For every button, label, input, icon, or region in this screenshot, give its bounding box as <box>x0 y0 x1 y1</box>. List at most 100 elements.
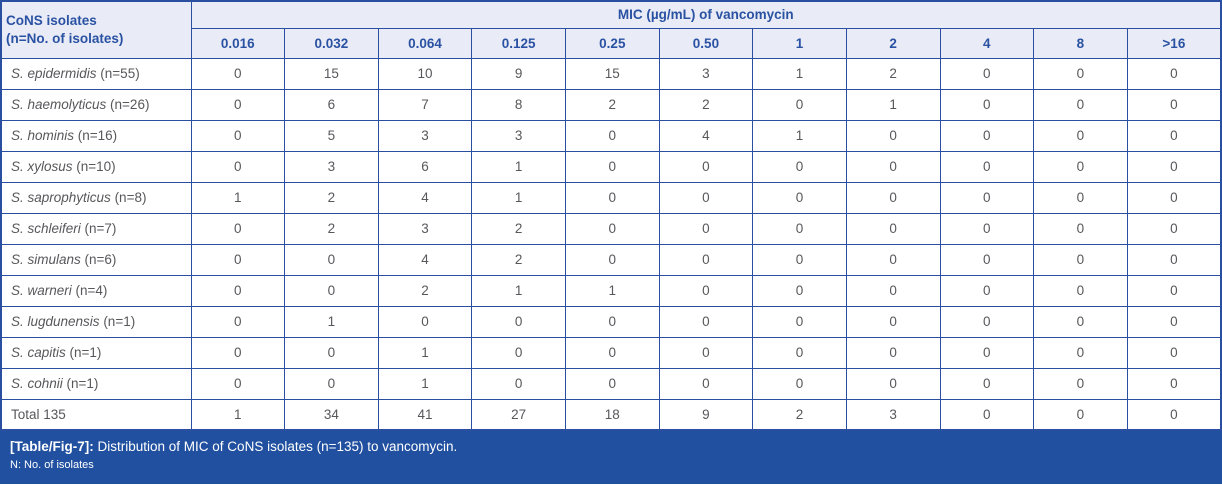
mic-column-header: 0.064 <box>377 27 473 59</box>
caption-tag: [Table/Fig-7]: <box>10 439 94 454</box>
value-cell: 0 <box>845 274 941 307</box>
value-cell: 0 <box>658 150 754 183</box>
value-cell: 0 <box>658 336 754 369</box>
mic-column-header: 1 <box>752 27 847 59</box>
value-cell: 2 <box>565 88 660 121</box>
value-cell: 1 <box>565 274 660 307</box>
value-cell: 8 <box>471 88 566 121</box>
value-cell: 0 <box>190 88 286 121</box>
value-cell: 1 <box>752 57 847 90</box>
total-row: Total 135 1 34 41 27 18 9 2 3 0 0 0 <box>0 398 1222 431</box>
value-cell: 0 <box>939 367 1035 400</box>
value-cell: 0 <box>284 336 379 369</box>
value-cell: 0 <box>845 367 941 400</box>
value-cell: 15 <box>284 57 379 90</box>
value-cell: 0 <box>190 243 286 276</box>
value-cell: 0 <box>1126 57 1222 90</box>
caption-line: [Table/Fig-7]: Distribution of MIC of Co… <box>10 438 1212 456</box>
value-cell: 1 <box>190 398 286 431</box>
value-cell: 0 <box>1033 243 1128 276</box>
mic-column-header: 8 <box>1033 27 1128 59</box>
value-cell: 0 <box>658 274 754 307</box>
value-cell: 0 <box>1126 119 1222 152</box>
species-cell: S. warneri (n=4) <box>0 274 192 307</box>
value-cell: 9 <box>658 398 754 431</box>
mic-title-header: MIC (µg/mL) of vancomycin <box>190 0 1222 29</box>
table-row: S. schleiferi (n=7) 0 2 3 2 0 0 0 0 0 0 0 <box>0 212 1222 245</box>
value-cell: 0 <box>471 367 566 400</box>
value-cell: 0 <box>752 212 847 245</box>
cons-isolates-header-line2: (n=No. of isolates) <box>6 30 124 46</box>
header-row-2: 0.016 0.032 0.064 0.125 0.25 0.50 1 2 4 8 >16 <box>1 27 1222 59</box>
value-cell: 0 <box>190 119 286 152</box>
value-cell: 0 <box>471 305 566 338</box>
value-cell: 0 <box>939 150 1035 183</box>
value-cell: 0 <box>284 367 379 400</box>
species-cell: S. epidermidis (n=55) <box>0 57 192 90</box>
value-cell: 0 <box>1033 336 1128 369</box>
value-cell: 0 <box>845 336 941 369</box>
value-cell: 0 <box>190 150 286 183</box>
header-row-1: CoNS isolates (n=No. of isolates) MIC (µ… <box>0 0 1222 59</box>
value-cell: 0 <box>658 212 754 245</box>
table-row: S. hominis (n=16) 0 5 3 3 0 4 1 0 0 0 0 <box>0 119 1222 152</box>
value-cell: 0 <box>1126 398 1222 431</box>
value-cell: 0 <box>752 150 847 183</box>
value-cell: 4 <box>377 181 473 214</box>
value-cell: 0 <box>565 212 660 245</box>
mic-column-header: 0.25 <box>565 27 660 59</box>
value-cell: 0 <box>939 88 1035 121</box>
value-cell: 3 <box>845 398 941 431</box>
value-cell: 1 <box>377 367 473 400</box>
value-cell: 0 <box>658 367 754 400</box>
value-cell: 3 <box>284 150 379 183</box>
value-cell: 1 <box>471 274 566 307</box>
mic-column-header: 0.125 <box>471 27 566 59</box>
value-cell: 2 <box>377 274 473 307</box>
value-cell: 0 <box>1033 57 1128 90</box>
value-cell: 0 <box>190 57 286 90</box>
value-cell: 0 <box>1033 150 1128 183</box>
species-cell: S. capitis (n=1) <box>0 336 192 369</box>
species-cell: S. lugdunensis (n=1) <box>0 305 192 338</box>
value-cell: 1 <box>471 181 566 214</box>
table-row: S. lugdunensis (n=1) 0 1 0 0 0 0 0 0 0 0 0 <box>0 305 1222 338</box>
value-cell: 0 <box>1033 181 1128 214</box>
value-cell: 18 <box>565 398 660 431</box>
table-row: S. warneri (n=4) 0 0 2 1 1 0 0 0 0 0 0 <box>0 274 1222 307</box>
table-row: S. simulans (n=6) 0 0 4 2 0 0 0 0 0 0 0 <box>0 243 1222 276</box>
cons-isolates-header-line1: CoNS isolates <box>6 13 97 29</box>
species-cell: S. simulans (n=6) <box>0 243 192 276</box>
value-cell: 5 <box>284 119 379 152</box>
caption-text: Distribution of MIC of CoNS isolates (n=… <box>97 439 458 454</box>
total-label-cell: Total 135 <box>0 398 192 431</box>
value-cell: 1 <box>471 150 566 183</box>
value-cell: 9 <box>471 57 566 90</box>
caption-bar: [Table/Fig-7]: Distribution of MIC of Co… <box>0 431 1222 484</box>
value-cell: 0 <box>658 243 754 276</box>
value-cell: 0 <box>752 274 847 307</box>
value-cell: 6 <box>377 150 473 183</box>
value-cell: 0 <box>284 274 379 307</box>
cons-isolates-header: CoNS isolates (n=No. of isolates) <box>0 0 192 59</box>
value-cell: 1 <box>190 181 286 214</box>
species-cell: S. xylosus (n=10) <box>0 150 192 183</box>
value-cell: 0 <box>190 212 286 245</box>
value-cell: 0 <box>939 305 1035 338</box>
value-cell: 0 <box>1126 181 1222 214</box>
value-cell: 7 <box>377 88 473 121</box>
mic-column-header: 0.50 <box>658 27 754 59</box>
value-cell: 0 <box>284 243 379 276</box>
value-cell: 0 <box>845 243 941 276</box>
value-cell: 0 <box>565 305 660 338</box>
value-cell: 0 <box>1126 336 1222 369</box>
value-cell: 6 <box>284 88 379 121</box>
value-cell: 0 <box>752 367 847 400</box>
mic-column-header: 4 <box>939 27 1035 59</box>
value-cell: 0 <box>1033 119 1128 152</box>
table-row: S. capitis (n=1) 0 0 1 0 0 0 0 0 0 0 0 <box>0 336 1222 369</box>
value-cell: 3 <box>658 57 754 90</box>
value-cell: 0 <box>939 274 1035 307</box>
value-cell: 0 <box>752 243 847 276</box>
